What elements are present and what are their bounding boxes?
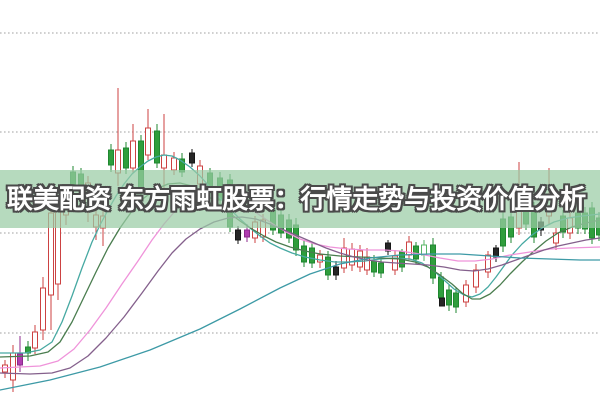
candlestick-up [32,325,38,354]
candle-body [385,242,391,252]
candle-body [378,262,384,274]
candle-body [309,247,315,264]
candlestick-up [473,264,479,293]
candle-body [438,276,444,299]
candlestick-down [399,249,405,272]
candle-body [235,229,241,241]
candle-body [2,364,8,373]
candlestick-dark [235,226,241,244]
candlestick-up [485,251,491,278]
candlestick-down [325,251,331,280]
candlestick-up [130,124,136,173]
headline-text: 联美配资 东方雨虹股票：行情走势与投资价值分析 [7,184,587,214]
candle-body [154,130,160,164]
candlestick-dark [439,297,445,307]
candlestick-down [123,142,129,174]
candle-body [189,152,195,164]
candlestick-down [309,243,315,268]
candle-body [32,331,38,349]
candlestick-up [10,345,16,392]
candle-body [123,147,129,169]
candlestick-up [317,250,323,268]
candlestick-magenta [17,336,23,372]
candle-body [341,247,347,269]
candle-body [453,292,459,308]
candlestick-dark [333,261,339,280]
candle-body [371,260,377,273]
candlestick-down [301,240,307,267]
candlestick-down [453,287,459,313]
candle-body [325,256,331,276]
candlestick-up [40,277,46,340]
candle-body [301,245,307,263]
candle-body [473,269,479,288]
candlestick-dark [385,240,391,255]
candlestick-down [108,144,114,172]
candle-body [244,229,250,238]
candle-body [130,140,136,169]
candle-body [40,287,46,331]
candle-body [439,297,445,307]
candlestick-down [25,341,31,361]
candle-body [485,254,491,273]
candle-body [108,149,114,166]
candlestick-up [463,280,469,307]
ma-medium-green [0,182,600,358]
candlestick-up [406,236,412,260]
candlestick-green_hollow [421,240,427,261]
candle-body [317,254,323,263]
headline-band: 联美配资 东方雨虹股票：行情走势与投资价值分析 [0,170,600,228]
ma-violet [0,216,600,375]
candle-body [553,232,559,244]
candle-body [446,289,452,306]
candlestick-down [446,285,452,311]
candlestick-up [145,109,151,160]
candle-body [463,284,469,303]
candle-body [430,244,436,279]
candle-body [161,154,167,169]
candlestick-down [154,124,160,168]
candlestick-dark [493,245,499,262]
candle-body [17,353,23,366]
candle-body [333,266,339,276]
candlestick-up [2,360,8,378]
candle-body [145,127,151,156]
candle-body [171,157,177,171]
candlestick-down [430,238,436,284]
ma-slow-teal [0,253,600,391]
candlestick-dark [189,149,195,167]
